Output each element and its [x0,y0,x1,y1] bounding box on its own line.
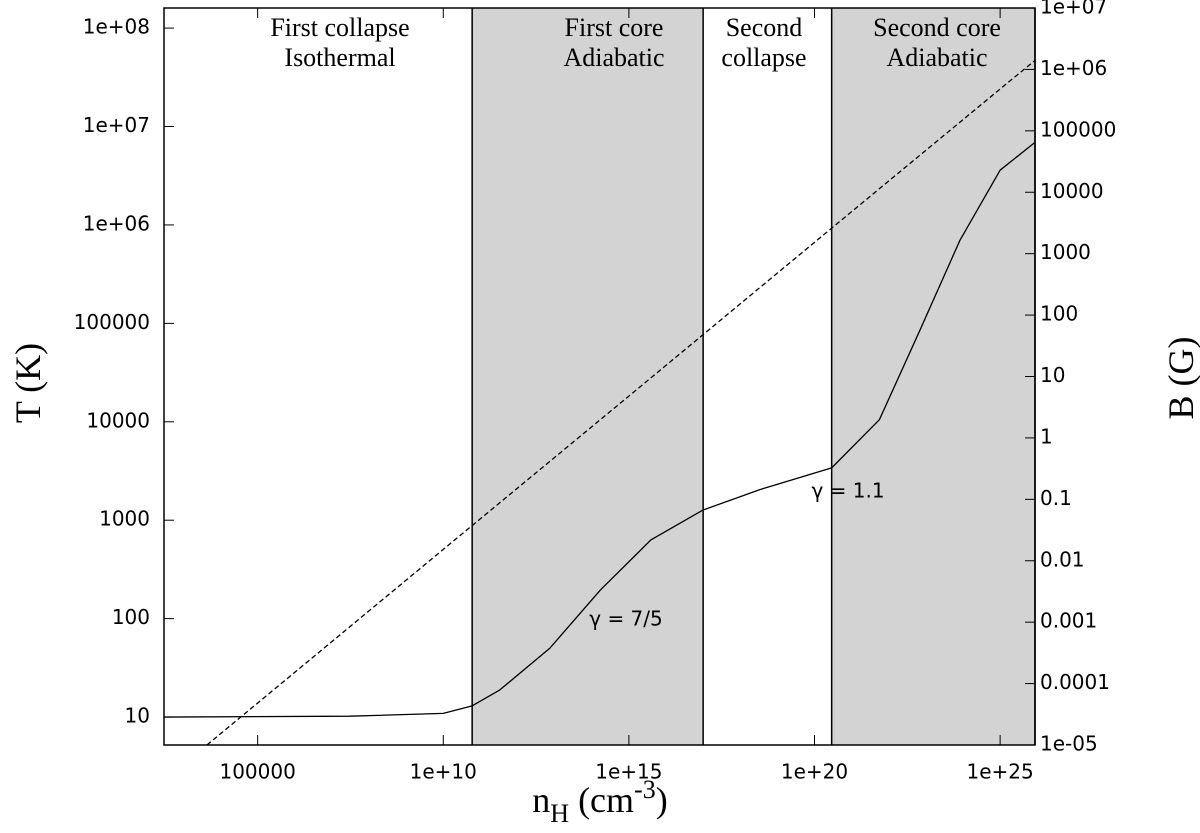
y2-tick-label: 100 [1040,302,1078,326]
y2-tick-label: 0.0001 [1040,670,1110,694]
data-line [206,59,1036,746]
x-tick-label: 1e+20 [781,760,848,784]
annotation: γ = 7/5 [589,607,663,631]
region-label: collapse [721,43,806,72]
y2-tick-label: 1e+06 [1040,56,1107,80]
shaded-region [472,8,704,745]
x-label-part: (cm [569,780,634,820]
y-tick-label: 1000 [99,507,150,531]
region-label: First core [565,13,664,42]
y-tick-label: 1e+07 [83,113,150,137]
y2-tick-label: 0.1 [1040,486,1072,510]
region-label: Isothermal [284,43,395,72]
x-label-part: -3 [634,775,656,804]
y-tick-label: 1e+08 [83,15,150,39]
x-tick-label: 1e+25 [966,760,1033,784]
y2-tick-label: 0.01 [1040,547,1085,571]
y2-tick-label: 0.001 [1040,609,1097,633]
region-label: Adiabatic [886,43,987,72]
y-tick-label: 10 [125,704,150,728]
x-tick-label: 100000 [219,760,295,784]
y2-tick-label: 10000 [1040,179,1104,203]
x-label-part: H [550,799,569,828]
region-label: Second [726,13,803,42]
annotation: γ = 1.1 [811,479,884,503]
x-label-part: n [532,780,550,820]
data-line [163,141,1036,718]
y2-tick-label: 1e-05 [1040,732,1098,756]
y-tick-label: 1e+06 [83,211,150,235]
y2-axis-label: B (G) [1161,337,1200,420]
y-tick-label: 10000 [86,408,150,432]
x-tick-label: 1e+10 [410,760,477,784]
region-label: First collapse [270,13,409,42]
y2-tick-label: 1e+07 [1040,0,1107,19]
x-tick-label: 1e+15 [595,760,662,784]
region-label: Second core [873,13,1001,42]
y-tick-label: 100000 [74,310,150,334]
shaded-region [831,8,1035,745]
y2-tick-label: 100000 [1040,117,1116,141]
x-axis-label: nH (cm-3) [532,775,667,828]
region-label: Adiabatic [563,43,664,72]
y2-tick-label: 10 [1040,363,1065,387]
y-axis-label: T (K) [8,343,48,423]
y2-tick-label: 1000 [1040,240,1091,264]
x-label-part: ) [656,780,668,820]
y2-tick-label: 1 [1040,424,1053,448]
y-tick-label: 100 [112,605,150,629]
